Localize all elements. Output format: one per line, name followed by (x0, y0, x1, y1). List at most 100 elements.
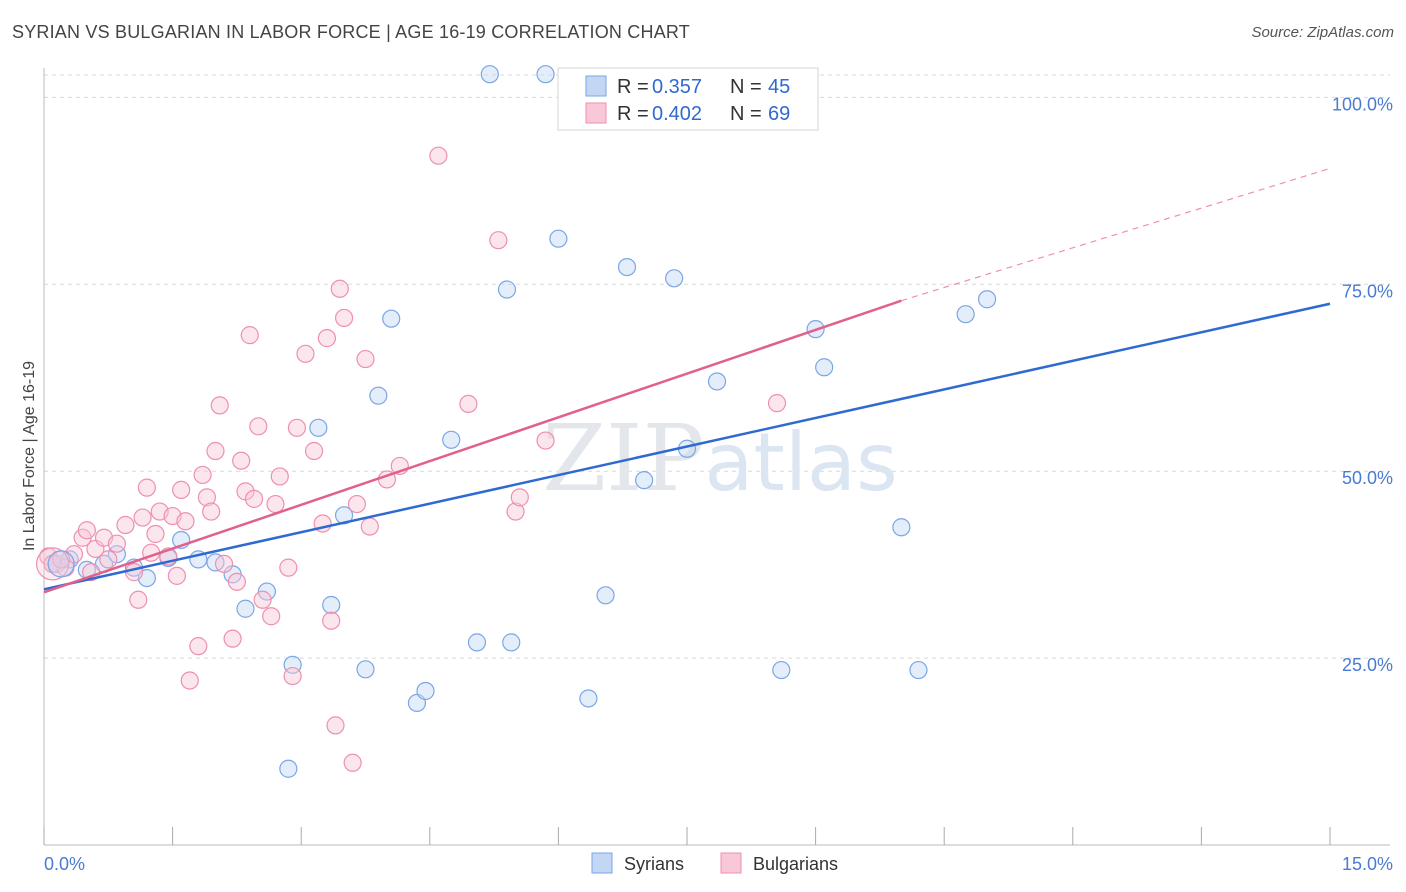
bulgarian-trend-extension (901, 167, 1331, 302)
syrian-point (107, 545, 126, 564)
axes (43, 68, 1390, 846)
watermark: ZIPatlas (542, 405, 898, 512)
bulgarian-point (506, 502, 525, 521)
bulgarian-point (124, 563, 144, 582)
y-tick-label: 100.0% (1332, 94, 1393, 114)
syrian-point (279, 759, 298, 778)
bulgarian-point (317, 329, 337, 348)
syrian-point (665, 269, 684, 288)
bulgarian-point (330, 279, 349, 298)
bulgarian-point (249, 417, 268, 436)
legend-r-label: R = (617, 103, 649, 125)
bulgarian-point (279, 558, 298, 577)
bottom-legend-label-bulgarians: Bulgarians (753, 854, 838, 874)
syrian-point (382, 309, 401, 328)
bulgarian-point (133, 508, 152, 527)
syrian-point (497, 280, 517, 299)
syrian-point (416, 681, 435, 701)
bulgarian-point (262, 607, 281, 626)
bulgarian-point (172, 480, 191, 499)
syrian-point (309, 418, 328, 437)
syrian-point (956, 305, 975, 324)
bottom-legend-swatch-syrians (591, 852, 613, 874)
x-tick-label-min: 0.0% (44, 854, 85, 874)
x-tick-labels: 0.0% 15.0% (44, 854, 1393, 874)
y-tick-label: 25.0% (1342, 655, 1393, 675)
y-axis-label: In Labor Force | Age 16-19 (21, 361, 38, 551)
bulgarian-trend-line (43, 299, 902, 594)
legend-box: R = 0.357 N = 45 R = 0.402 N = 69 (557, 67, 819, 131)
bulgarian-point (767, 394, 787, 413)
syrian-trend-line (43, 302, 1331, 591)
legend-r-label: R = (617, 76, 649, 98)
bulgarian-point (180, 671, 199, 690)
syrian-point (892, 518, 911, 537)
data-points (35, 65, 997, 778)
legend-swatch-syrians (585, 75, 607, 97)
syrian-point (467, 633, 487, 652)
bulgarian-point (146, 524, 165, 544)
bulgarian-point (253, 590, 272, 609)
legend-n-value: 45 (768, 76, 790, 98)
bulgarian-point (429, 146, 448, 165)
bulgarian-point (227, 572, 246, 591)
y-tick-label: 50.0% (1342, 468, 1393, 488)
syrian-point (596, 586, 615, 605)
bulgarian-point (304, 441, 324, 461)
bulgarian-point (270, 467, 289, 486)
y-tick-labels: 25.0% 50.0% 75.0% 100.0% (1332, 94, 1393, 675)
syrian-point (536, 65, 555, 84)
bulgarian-point (99, 550, 118, 569)
syrian-point (772, 660, 791, 680)
bulgarian-point (240, 326, 259, 345)
syrian-cluster-point (47, 550, 75, 578)
legend-n-label: N = (730, 76, 762, 98)
syrian-point (909, 660, 928, 680)
syrian-point (442, 430, 461, 449)
bulgarian-point (107, 534, 126, 553)
legend-n-label: N = (730, 103, 762, 125)
bulgarian-point (334, 308, 354, 328)
chart-source: Source: ZipAtlas.com (1251, 24, 1394, 41)
syrian-point (977, 290, 997, 309)
bulgarian-point (214, 554, 234, 573)
bulgarian-point (343, 753, 362, 772)
syrian-point (356, 660, 375, 679)
legend-swatch-bulgarians (585, 102, 607, 124)
bulgarian-point (322, 611, 341, 630)
bulgarian-point (129, 590, 148, 609)
syrian-point (480, 65, 499, 84)
bottom-legend: Syrians Bulgarians (591, 852, 838, 874)
gridlines (44, 74, 1390, 659)
bulgarian-point (116, 515, 135, 535)
bulgarian-point (137, 478, 156, 497)
bulgarian-point (510, 488, 529, 507)
bulgarian-point (167, 566, 186, 585)
bulgarian-point (223, 629, 242, 648)
bulgarian-point (360, 517, 379, 536)
legend-r-value: 0.402 (652, 103, 702, 125)
bulgarian-point (232, 451, 251, 470)
bulgarian-point (287, 418, 307, 437)
bulgarian-point (326, 716, 345, 735)
bulgarian-point (189, 637, 208, 656)
bulgarian-point (77, 521, 96, 540)
syrian-point (579, 689, 598, 708)
bulgarian-point (176, 512, 195, 531)
syrian-point (815, 358, 834, 377)
syrian-point (617, 257, 637, 277)
trend-lines (43, 167, 1331, 594)
syrian-point (369, 386, 388, 405)
bulgarian-point (197, 488, 216, 507)
bulgarian-point (356, 349, 375, 369)
bulgarian-point (283, 666, 302, 686)
bulgarian-point (193, 465, 212, 485)
bulgarian-point (210, 396, 229, 415)
bulgarian-point (459, 394, 478, 414)
bulgarian-point (536, 431, 555, 450)
syrian-point (236, 599, 255, 618)
bulgarian-point (266, 494, 285, 514)
bottom-legend-swatch-bulgarians (720, 852, 742, 874)
syrian-point (257, 582, 277, 601)
